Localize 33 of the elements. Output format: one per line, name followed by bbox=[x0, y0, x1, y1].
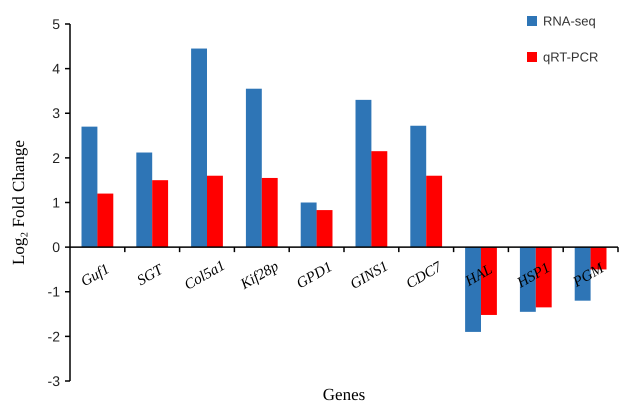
bar bbox=[300, 202, 317, 248]
legend-label: RNA-seq bbox=[543, 14, 596, 29]
y-tick-label: 4 bbox=[52, 60, 60, 77]
legend-label: qRT-PCR bbox=[543, 50, 598, 65]
bar bbox=[356, 100, 372, 248]
y-axis-title: Log₂ Fold Change bbox=[9, 140, 28, 265]
y-tick-label: 3 bbox=[52, 105, 60, 122]
y-tick-label: -3 bbox=[48, 372, 60, 389]
bar bbox=[152, 180, 168, 248]
bar bbox=[97, 194, 114, 248]
bar bbox=[262, 178, 278, 248]
bar bbox=[316, 210, 332, 248]
x-tick-label: SGT bbox=[134, 261, 168, 290]
bar bbox=[207, 176, 223, 248]
bar bbox=[191, 48, 207, 248]
y-tick-label: 0 bbox=[52, 239, 60, 256]
y-tick-label: 1 bbox=[52, 194, 60, 210]
bar bbox=[371, 151, 388, 248]
bar bbox=[82, 126, 98, 248]
y-tick-label: -2 bbox=[48, 328, 60, 344]
y-tick-label: -1 bbox=[48, 284, 60, 300]
x-tick-label: HAL bbox=[462, 262, 496, 290]
bar bbox=[410, 126, 426, 248]
x-tick-label: Guf1 bbox=[78, 261, 112, 290]
x-tick-label: PGM bbox=[570, 260, 608, 292]
x-axis-title: Genes bbox=[322, 385, 366, 404]
bar bbox=[136, 152, 152, 248]
x-tick-label: HSP1 bbox=[514, 260, 553, 292]
bar bbox=[246, 88, 262, 248]
y-tick-label: 2 bbox=[52, 150, 60, 166]
y-tick-label: 5 bbox=[52, 16, 60, 32]
x-tick-label: GPD1 bbox=[294, 259, 336, 292]
bar bbox=[426, 176, 442, 248]
